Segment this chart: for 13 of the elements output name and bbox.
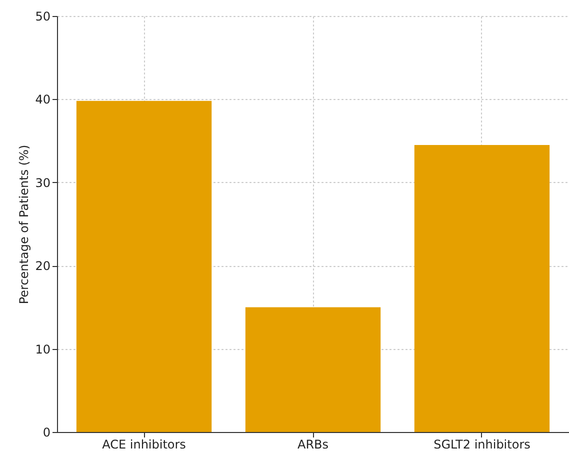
bar (245, 307, 381, 432)
bar (76, 100, 212, 432)
y-tick-label: 10 (35, 342, 50, 356)
x-tick-label: SGLT2 inhibitors (434, 438, 530, 452)
bar (414, 144, 550, 432)
x-tick-label: ARBs (297, 438, 329, 452)
y-tick-label: 20 (35, 259, 50, 274)
y-tick-label: 30 (35, 176, 50, 190)
y-tick-label: 40 (35, 92, 50, 107)
y-tick-label: 50 (35, 10, 50, 24)
y-axis-title: Percentage of Patients (%) (17, 144, 32, 304)
x-tick-label: ACE inhibitors (102, 438, 186, 452)
y-tick-label: 0 (42, 426, 50, 440)
